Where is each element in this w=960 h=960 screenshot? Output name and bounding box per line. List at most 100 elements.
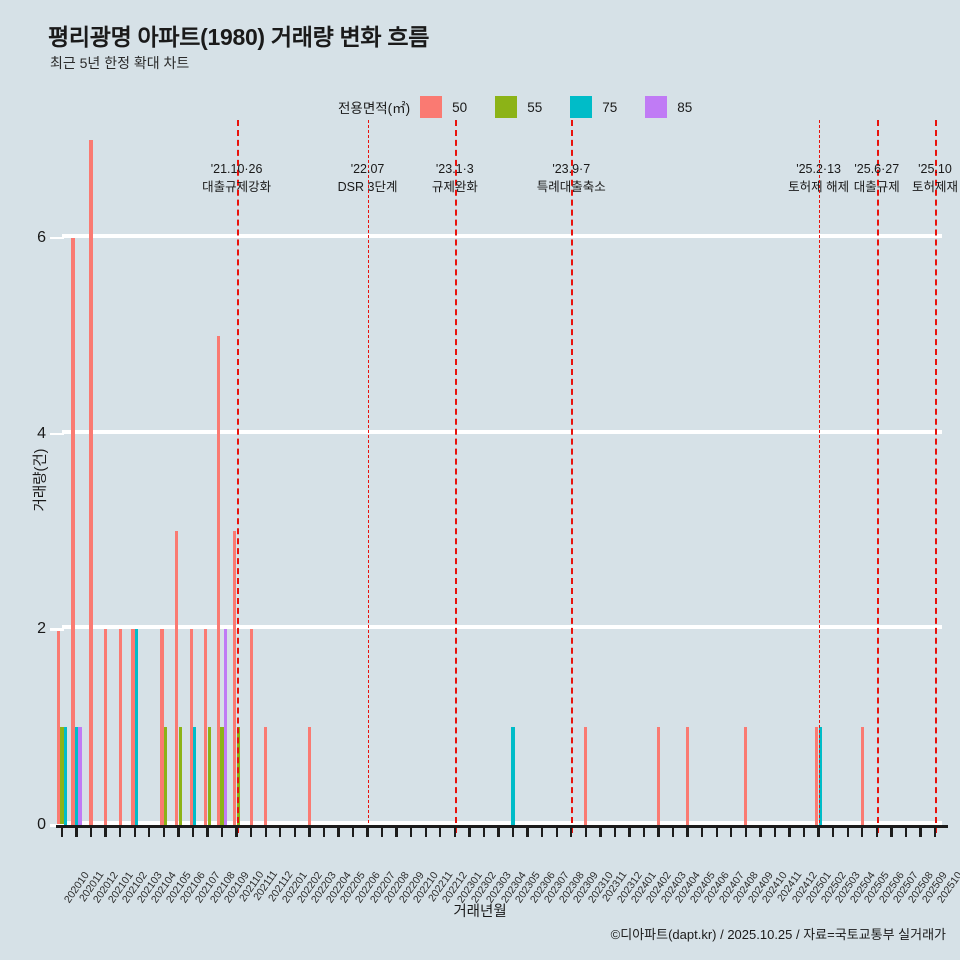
- event-name-202506: 대출규제: [853, 180, 900, 195]
- bar-202105-50[interactable]: [160, 629, 164, 825]
- bar-202403-50[interactable]: [656, 727, 661, 825]
- x-tick-202309: [570, 825, 573, 837]
- x-tick-202405: [686, 825, 689, 837]
- y-tick-label-6: 6: [37, 228, 46, 246]
- bar-202110-50[interactable]: [233, 531, 237, 825]
- bar-202109-55[interactable]: [220, 727, 224, 825]
- x-tick-202201: [279, 825, 282, 837]
- x-tick-202310: [584, 825, 587, 837]
- gridline-4: [62, 429, 942, 434]
- x-tick-202206: [351, 825, 355, 837]
- bar-202011-85[interactable]: [78, 727, 82, 825]
- bar-202409-50[interactable]: [744, 727, 748, 825]
- bar-202012-50[interactable]: [89, 140, 93, 825]
- x-tick-202107: [191, 825, 195, 837]
- event-line-202506: [876, 120, 879, 833]
- event-label-202309: '23.9·7 특례대출축소: [537, 160, 606, 196]
- bar-202101-50[interactable]: [104, 629, 108, 825]
- x-tick-202204: [322, 825, 326, 837]
- bar-202011-75[interactable]: [74, 727, 79, 825]
- bar-202405-50[interactable]: [686, 727, 690, 825]
- page-title: 평리광명 아파트(1980) 거래량 변화 흐름: [48, 24, 430, 50]
- x-tick-202012: [89, 825, 93, 837]
- y-tick-label-4: 4: [37, 424, 46, 442]
- bars-layer: [56, 140, 942, 825]
- x-tick-202311: [599, 825, 602, 837]
- event-name-202207: DSR 3단계: [337, 180, 398, 195]
- x-tick-202412: [788, 825, 791, 837]
- x-tick-202112: [264, 825, 267, 837]
- bar-202106-50[interactable]: [174, 531, 179, 825]
- x-tick-202104: [148, 825, 151, 837]
- bar-202010-75[interactable]: [63, 727, 68, 825]
- x-tick-202010: [60, 825, 64, 837]
- bar-202310-50[interactable]: [584, 727, 588, 825]
- bar-202109-50[interactable]: [216, 335, 221, 825]
- event-label-202207: '22.07 DSR 3단계: [338, 160, 398, 196]
- event-line-202301: [454, 120, 457, 833]
- bar-202108-50[interactable]: [204, 629, 208, 825]
- x-tick-202306: [526, 825, 529, 837]
- x-tick-202510: [933, 825, 937, 837]
- x-tick-202409: [744, 825, 748, 837]
- x-tick-202205: [337, 825, 340, 837]
- x-tick-202108: [206, 825, 209, 837]
- y-axis-title: 거래량(건): [33, 448, 50, 512]
- x-tick-202209: [395, 825, 398, 837]
- bar-202106-55[interactable]: [178, 727, 182, 825]
- bar-202109-85[interactable]: [223, 629, 228, 825]
- x-tick-202105: [162, 825, 166, 837]
- x-tick-202308: [555, 825, 558, 837]
- x-tick-202210: [410, 825, 413, 837]
- bar-202107-50[interactable]: [189, 629, 193, 825]
- legend-swatch-75: [570, 96, 593, 118]
- bar-202112-50[interactable]: [264, 727, 268, 825]
- x-tick-202403: [657, 825, 660, 837]
- gridline-0: [62, 821, 942, 825]
- bar-202011-50[interactable]: [71, 237, 75, 825]
- x-tick-202312: [613, 825, 617, 837]
- bar-202010-55[interactable]: [60, 727, 64, 825]
- x-tick-202410: [759, 825, 762, 837]
- event-label-202502: '25.2·13 토허제 해제: [788, 160, 849, 196]
- x-tick-202103: [133, 825, 136, 837]
- bar-202305-75[interactable]: [511, 727, 515, 825]
- x-axis-title: 거래년월: [453, 904, 507, 920]
- x-tick-202401: [628, 825, 631, 837]
- gridline-6: [62, 233, 942, 238]
- x-tick-202502: [817, 825, 820, 837]
- bar-202010-50[interactable]: [56, 629, 61, 825]
- bar-202103-50[interactable]: [131, 629, 135, 825]
- bar-202502-50[interactable]: [815, 727, 819, 825]
- bar-202102-50[interactable]: [118, 629, 122, 825]
- legend-item-85[interactable]: 85: [645, 96, 720, 118]
- y-tick-mark-6: [50, 236, 64, 240]
- event-name-202309: 특례대출축소: [536, 180, 606, 195]
- x-tick-202102: [119, 825, 122, 837]
- x-tick-202508: [904, 825, 908, 837]
- legend-item-50[interactable]: 50: [420, 96, 495, 118]
- bar-202107-75[interactable]: [193, 727, 197, 825]
- legend-item-75[interactable]: 75: [570, 96, 645, 118]
- event-label-202506: '25.6·27 대출규제: [854, 160, 900, 196]
- event-date-202110: '21.10·26: [210, 162, 263, 176]
- event-line-202309: [571, 120, 574, 833]
- x-tick-202211: [424, 825, 427, 837]
- x-tick-202101: [104, 825, 107, 837]
- bar-202505-50[interactable]: [860, 727, 864, 825]
- legend-item-55[interactable]: 55: [495, 96, 570, 118]
- legend-label-85: 85: [677, 99, 693, 115]
- bar-202502-75[interactable]: [818, 727, 823, 825]
- bar-202203-50[interactable]: [307, 727, 311, 825]
- x-tick-202411: [773, 825, 777, 837]
- bar-202108-55[interactable]: [207, 727, 211, 825]
- bar-202105-55[interactable]: [163, 727, 168, 825]
- event-date-202502: '25.2·13: [796, 162, 841, 176]
- x-tick-202301: [453, 825, 457, 837]
- event-label-202301: '23.1·3 규제완화: [432, 160, 478, 196]
- bar-202111-50[interactable]: [249, 629, 253, 825]
- legend-swatch-50: [420, 96, 443, 118]
- bar-202103-75[interactable]: [134, 629, 139, 825]
- event-name-202510: 토허제재: [911, 180, 959, 195]
